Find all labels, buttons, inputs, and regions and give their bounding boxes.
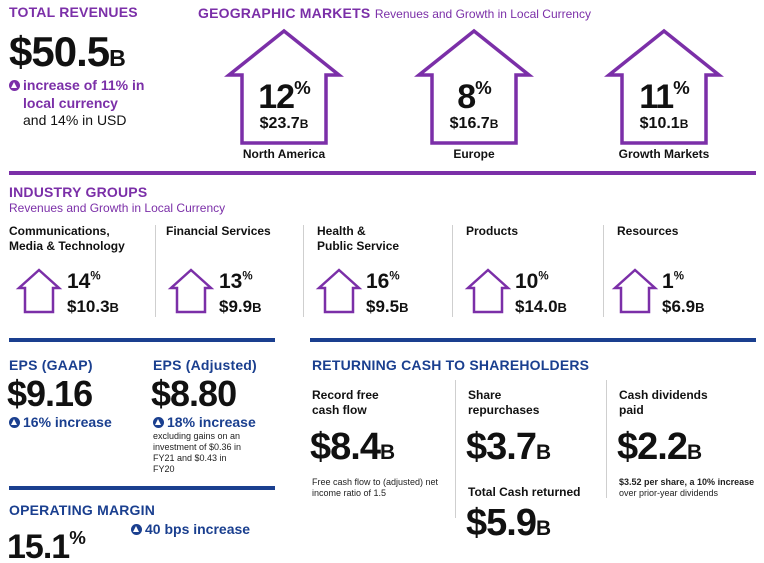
industry-products-name: Products xyxy=(466,224,519,238)
industry-subheading: Revenues and Growth in Local Currency xyxy=(9,201,226,215)
cash-separator-2 xyxy=(606,380,607,498)
geographic-subheading: Revenues and Growth in Local Currency xyxy=(374,7,591,21)
geo-gm-amount: $10.1B xyxy=(639,115,689,133)
fcf-label: Record free cash flow xyxy=(312,388,379,417)
dividends-note: $3.52 per share, a 10% increase over prio… xyxy=(619,477,755,498)
operating-margin-value: 15.1% xyxy=(7,527,86,563)
geo-na-pct: 12% xyxy=(258,77,310,117)
arrow-up-circle-icon xyxy=(153,417,164,428)
house-arrow-icon-na xyxy=(224,28,344,145)
industry-resources-pct: 1% xyxy=(662,270,684,293)
small-house-icon-resources xyxy=(611,268,659,314)
geo-eu-name: Europe xyxy=(453,147,495,161)
repurchases-value: $3.7B xyxy=(466,426,552,468)
geo-market-na: 12% $23.7B xyxy=(242,70,326,133)
industry-resources-amount: $6.9B xyxy=(662,297,705,316)
total-cash-value: $5.9B xyxy=(466,502,552,544)
geo-market-eu: 8% $16.7B xyxy=(432,70,516,133)
industry-heading: INDUSTRY GROUPS xyxy=(9,184,148,200)
eps-gaap-increase: 16% increase xyxy=(9,414,112,430)
geo-na-amount: $23.7B xyxy=(259,115,309,133)
industry-products-amount: $14.0B xyxy=(515,297,567,316)
eps-gaap-heading: EPS (GAAP) xyxy=(9,357,93,373)
increase-line-2: local currency xyxy=(23,95,118,111)
geo-gm-pct: 11% xyxy=(639,77,690,117)
industry-separator-2 xyxy=(303,225,304,317)
geo-na-name: North America xyxy=(242,147,326,161)
industry-cmt-pct: 14% xyxy=(67,270,101,293)
eps-adjusted-increase: 18% increase xyxy=(153,414,256,430)
industry-separator-1 xyxy=(155,225,156,317)
industry-separator-4 xyxy=(603,225,604,317)
geo-eu-amount: $16.7B xyxy=(449,115,499,133)
repurchases-label: Share repurchases xyxy=(468,388,540,417)
industry-fs-name: Financial Services xyxy=(166,224,271,238)
industry-cmt-name: Communications, Media & Technology xyxy=(9,224,125,253)
industry-arrow-shapes xyxy=(15,268,659,314)
increase-line-1: increase of 11% in xyxy=(23,77,145,93)
total-cash-label: Total Cash returned xyxy=(468,485,581,499)
eps-adjusted-note: excluding gains on an investment of $0.3… xyxy=(153,431,242,474)
eps-gaap-value: $9.16 xyxy=(7,373,93,414)
fcf-value: $8.4B xyxy=(310,426,396,468)
house-arrow-icon-eu xyxy=(414,28,534,145)
total-revenues-heading: TOTAL REVENUES xyxy=(9,4,138,20)
small-house-icon-products xyxy=(464,268,512,314)
industry-resources-name: Resources xyxy=(617,224,679,238)
industry-fs-pct: 13% xyxy=(219,270,253,293)
geographic-heading: GEOGRAPHIC MARKETS xyxy=(198,5,371,21)
industry-hps-pct: 16% xyxy=(366,270,400,293)
cash-separator-1 xyxy=(455,380,456,518)
operating-margin-heading: OPERATING MARGIN xyxy=(9,502,156,518)
cash-divider xyxy=(310,338,756,342)
geo-market-gm: 11% $10.1B xyxy=(622,70,706,133)
dividends-label: Cash dividends paid xyxy=(619,388,708,417)
operating-margin-increase: 40 bps increase xyxy=(131,521,250,537)
usd-increase: and 14% in USD xyxy=(23,112,127,128)
small-house-icon-cmt xyxy=(15,268,63,314)
eps-adjusted-value: $8.80 xyxy=(151,373,237,414)
section-divider-purple xyxy=(9,171,756,175)
geographic-arrow-shapes xyxy=(224,28,724,145)
industry-hps-name: Health & Public Service xyxy=(317,224,400,253)
geo-eu-pct: 8% xyxy=(457,77,492,117)
arrow-up-circle-icon xyxy=(9,80,20,91)
small-house-icon-hps xyxy=(315,268,363,314)
geo-gm-name: Growth Markets xyxy=(618,147,710,161)
operating-margin-divider xyxy=(9,486,275,490)
industry-separator-3 xyxy=(452,225,453,317)
total-revenues-increase: increase of 11% in local currency xyxy=(9,76,144,112)
industry-products-pct: 10% xyxy=(515,270,549,293)
fcf-note: Free cash flow to (adjusted) net income r… xyxy=(312,477,439,498)
total-revenues-amount: $50.5 xyxy=(9,28,110,75)
industry-hps-amount: $9.5B xyxy=(366,297,409,316)
eps-adjusted-heading: EPS (Adjusted) xyxy=(153,357,257,373)
arrow-up-circle-icon xyxy=(9,417,20,428)
dividends-value: $2.2B xyxy=(617,426,703,468)
geographic-heading-row: GEOGRAPHIC MARKETS Revenues and Growth i… xyxy=(198,5,591,23)
industry-cmt-amount: $10.3B xyxy=(67,297,119,316)
total-revenues-suffix: B xyxy=(109,45,126,71)
industry-fs-amount: $9.9B xyxy=(219,297,262,316)
eps-divider xyxy=(9,338,275,342)
returning-cash-heading: RETURNING CASH TO SHAREHOLDERS xyxy=(312,357,590,373)
small-house-icon-fs xyxy=(167,268,215,314)
arrow-up-circle-icon xyxy=(131,524,142,535)
house-arrow-icon-gm xyxy=(604,28,724,145)
total-revenues-value: $50.5B xyxy=(9,30,126,80)
